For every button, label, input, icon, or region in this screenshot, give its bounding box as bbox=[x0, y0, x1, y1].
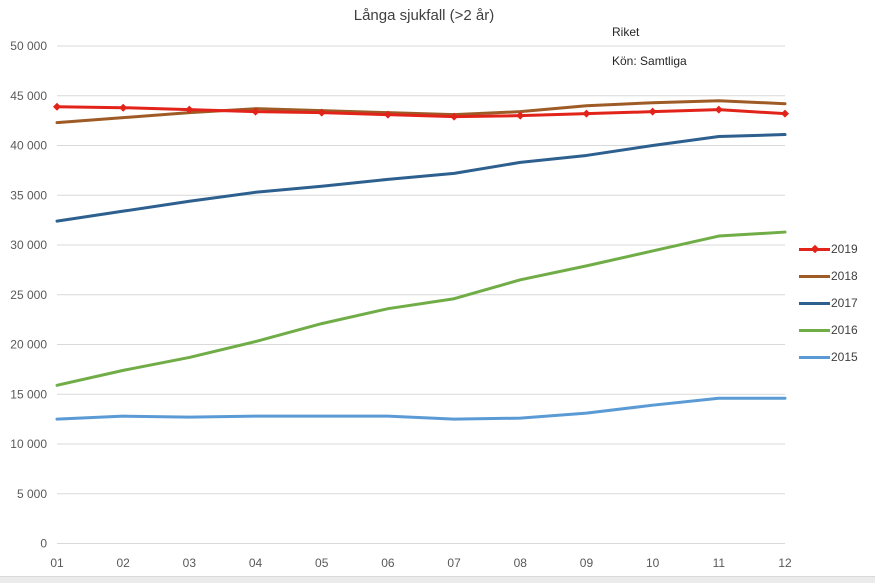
series-line-2016 bbox=[55, 230, 787, 387]
series-line-2018 bbox=[55, 99, 787, 125]
series-line-2017 bbox=[55, 133, 787, 223]
legend-item-2019[interactable]: 2019 bbox=[799, 241, 858, 257]
y-axis-tick-label: 20 000 bbox=[10, 338, 47, 352]
legend-label-2017: 2017 bbox=[831, 296, 858, 310]
legend-line-sample-2019 bbox=[799, 244, 830, 254]
y-axis-tick-label: 50 000 bbox=[10, 39, 47, 53]
x-axis-tick-label: 05 bbox=[315, 556, 329, 570]
legend-label-2015: 2015 bbox=[831, 350, 858, 364]
data-point-marker-2019 bbox=[383, 110, 392, 119]
series-line-2015 bbox=[55, 396, 787, 421]
data-point-marker-2019 bbox=[119, 103, 128, 112]
x-axis-tick-label: 12 bbox=[778, 556, 792, 570]
data-point-marker-2019 bbox=[251, 107, 260, 116]
x-axis-tick-label: 03 bbox=[183, 556, 197, 570]
legend-item-2016[interactable]: 2016 bbox=[799, 322, 858, 338]
legend-label-2019: 2019 bbox=[831, 242, 858, 256]
legend-item-2017[interactable]: 2017 bbox=[799, 295, 858, 311]
y-axis-tick-label: 35 000 bbox=[10, 188, 47, 202]
data-point-marker-2019 bbox=[516, 111, 525, 120]
y-axis-tick-label: 5 000 bbox=[17, 487, 47, 501]
data-point-marker-2019 bbox=[781, 109, 789, 118]
x-axis-tick-label: 01 bbox=[50, 556, 64, 570]
legend-item-2018[interactable]: 2018 bbox=[799, 268, 858, 284]
x-axis-tick-label: 10 bbox=[646, 556, 660, 570]
x-axis-tick-label: 09 bbox=[580, 556, 594, 570]
legend-label-2016: 2016 bbox=[831, 323, 858, 337]
y-axis-tick-label: 0 bbox=[40, 537, 47, 551]
x-axis-tick-label: 06 bbox=[381, 556, 395, 570]
series-line-2019 bbox=[55, 105, 787, 119]
data-point-marker-2019 bbox=[185, 105, 194, 114]
gender-filter-label: Kön: Samtliga bbox=[612, 54, 687, 68]
data-point-marker-2019 bbox=[648, 107, 657, 116]
legend-line-sample-2018 bbox=[799, 274, 830, 278]
x-axis-tick-label: 11 bbox=[713, 556, 726, 570]
legend-diamond-marker bbox=[810, 244, 819, 254]
y-axis-tick-label: 30 000 bbox=[10, 238, 47, 252]
x-axis-tick-label: 04 bbox=[249, 556, 263, 570]
legend-line-sample-2017 bbox=[799, 301, 830, 305]
data-point-marker-2019 bbox=[714, 105, 723, 114]
data-point-marker-2019 bbox=[450, 112, 459, 121]
chart-title: Långa sjukfall (>2 år) bbox=[353, 7, 495, 24]
data-point-marker-2019 bbox=[582, 109, 591, 118]
y-axis-tick-label: 15 000 bbox=[10, 387, 47, 401]
data-point-marker-2019 bbox=[53, 102, 61, 111]
y-axis-tick-label: 25 000 bbox=[10, 288, 47, 302]
x-axis-tick-label: 08 bbox=[514, 556, 528, 570]
legend-item-2015[interactable]: 2015 bbox=[799, 349, 858, 365]
y-axis-tick-label: 40 000 bbox=[10, 139, 47, 153]
window-bottom-edge bbox=[0, 576, 875, 583]
legend-label-2018: 2018 bbox=[831, 269, 858, 283]
data-point-marker-2019 bbox=[317, 108, 326, 117]
legend-line-sample-2016 bbox=[799, 328, 830, 332]
y-axis-tick-label: 10 000 bbox=[10, 437, 47, 451]
legend-line-sample-2015 bbox=[799, 355, 830, 359]
x-axis-tick-label: 07 bbox=[447, 556, 461, 570]
region-label: Riket bbox=[612, 25, 640, 39]
x-axis-tick-label: 02 bbox=[117, 556, 131, 570]
chart-legend: 2019 2018 2017 2016 2015 bbox=[799, 241, 858, 365]
y-axis-tick-label: 45 000 bbox=[10, 89, 47, 103]
